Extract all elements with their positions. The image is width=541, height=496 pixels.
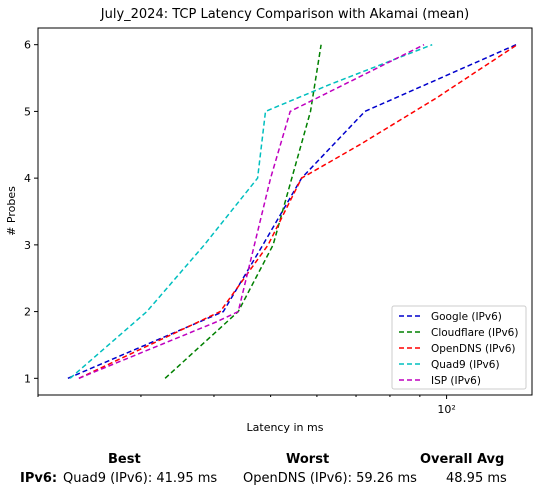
chart-title: July_2024: TCP Latency Comparison with A… xyxy=(100,7,469,22)
overall-avg-value: 48.95 ms xyxy=(446,471,507,486)
series-lines xyxy=(67,44,518,379)
legend-label: Cloudflare (IPv6) xyxy=(431,327,518,339)
y-tick-label: 1 xyxy=(24,372,31,385)
latency-chart: July_2024: TCP Latency Comparison with A… xyxy=(5,7,533,434)
series-line-3 xyxy=(78,44,518,379)
y-tick-label: 2 xyxy=(24,306,31,319)
legend-box xyxy=(391,305,527,390)
y-axis: 1 2 3 4 5 6 xyxy=(24,39,38,385)
worst-header: Worst xyxy=(286,452,330,467)
best-value: Quad9 (IPv6): 41.95 ms xyxy=(63,471,218,486)
legend-label: Google (IPv6) xyxy=(431,311,502,323)
y-tick-label: 3 xyxy=(24,239,31,252)
y-tick-label: 5 xyxy=(24,105,31,118)
x-axis: 10² xyxy=(37,395,456,416)
series-line-2 xyxy=(164,44,322,379)
legend-label: ISP (IPv6) xyxy=(431,375,481,387)
y-axis-label: # Probes xyxy=(5,186,18,236)
x-tick-label: 10² xyxy=(437,403,455,416)
overall-avg-header: Overall Avg xyxy=(420,452,505,467)
legend-label: OpenDNS (IPv6) xyxy=(431,343,516,355)
worst-value: OpenDNS (IPv6): 59.26 ms xyxy=(243,471,417,486)
y-tick-label: 4 xyxy=(24,172,31,185)
y-tick-label: 6 xyxy=(24,39,31,52)
ipv6-row-label: IPv6: xyxy=(20,471,58,486)
series-line-5 xyxy=(78,44,425,379)
x-axis-label: Latency in ms xyxy=(247,421,324,434)
best-header: Best xyxy=(108,452,141,467)
legend: Google (IPv6) Cloudflare (IPv6) OpenDNS (I… xyxy=(391,305,527,390)
legend-label: Quad9 (IPv6) xyxy=(431,359,500,371)
plot-area xyxy=(37,27,533,396)
series-line-4 xyxy=(69,44,433,379)
